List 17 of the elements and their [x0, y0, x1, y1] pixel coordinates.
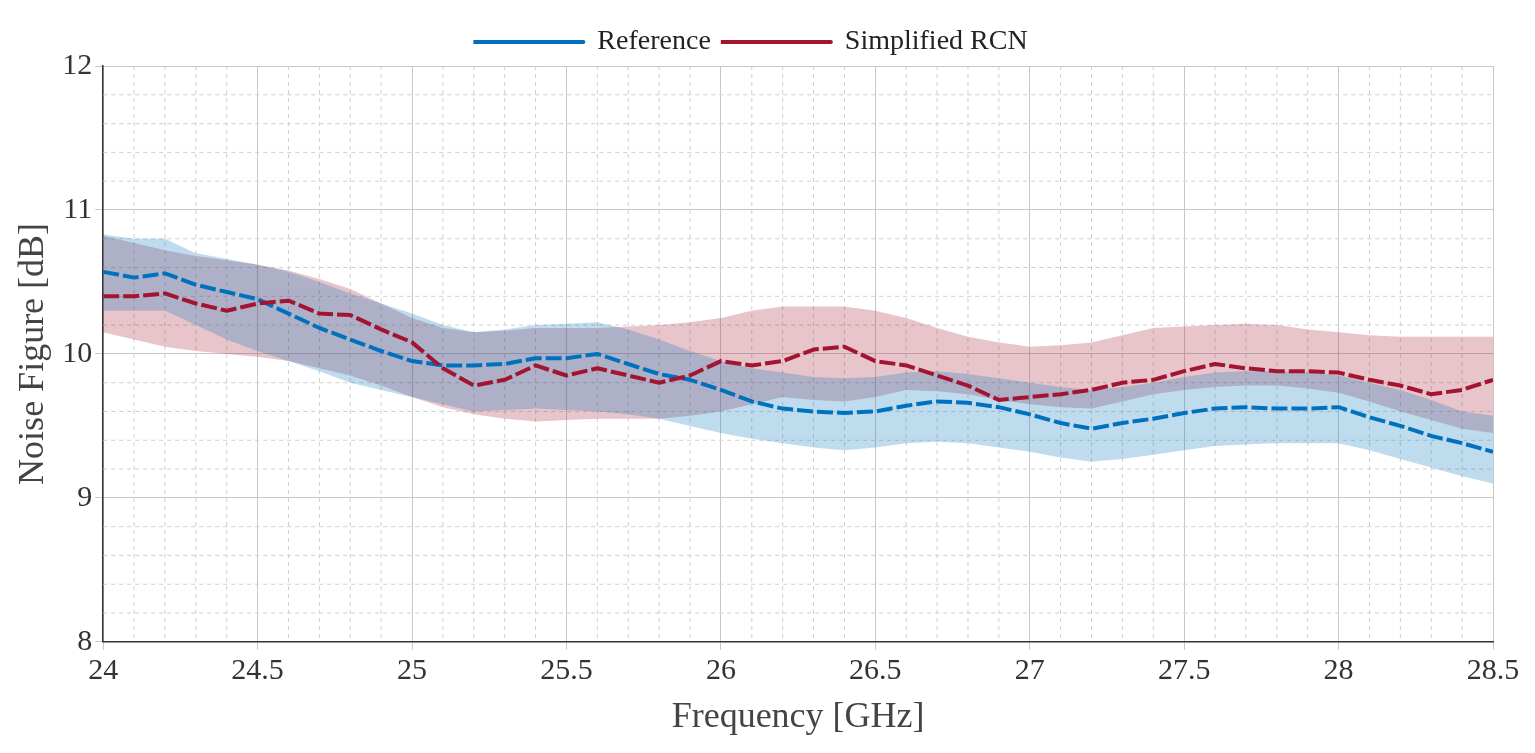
- x-tick-label: 28: [1323, 651, 1354, 685]
- x-tick-label: 24.5: [231, 651, 284, 685]
- x-tick-label: 26.5: [849, 651, 902, 685]
- x-tick-label: 25.5: [540, 651, 593, 685]
- y-tick-label: 9: [77, 478, 93, 512]
- x-tick-label: 27: [1014, 651, 1045, 685]
- x-tick-label: 28.5: [1466, 651, 1520, 685]
- y-tick-label: 12: [62, 46, 93, 80]
- y-tick-label: 10: [62, 334, 93, 368]
- legend-label: Reference: [597, 24, 711, 56]
- x-tick-label: 27.5: [1157, 651, 1211, 685]
- x-tick-label: 25: [397, 651, 428, 685]
- x-tick-label: 26: [705, 651, 736, 685]
- legend-label: Simplified RCN: [844, 24, 1028, 56]
- y-tick-label: 11: [63, 190, 93, 224]
- x-axis-title: Frequency [GHz]: [671, 694, 925, 735]
- y-axis-title: Noise Figure [dB]: [11, 222, 52, 485]
